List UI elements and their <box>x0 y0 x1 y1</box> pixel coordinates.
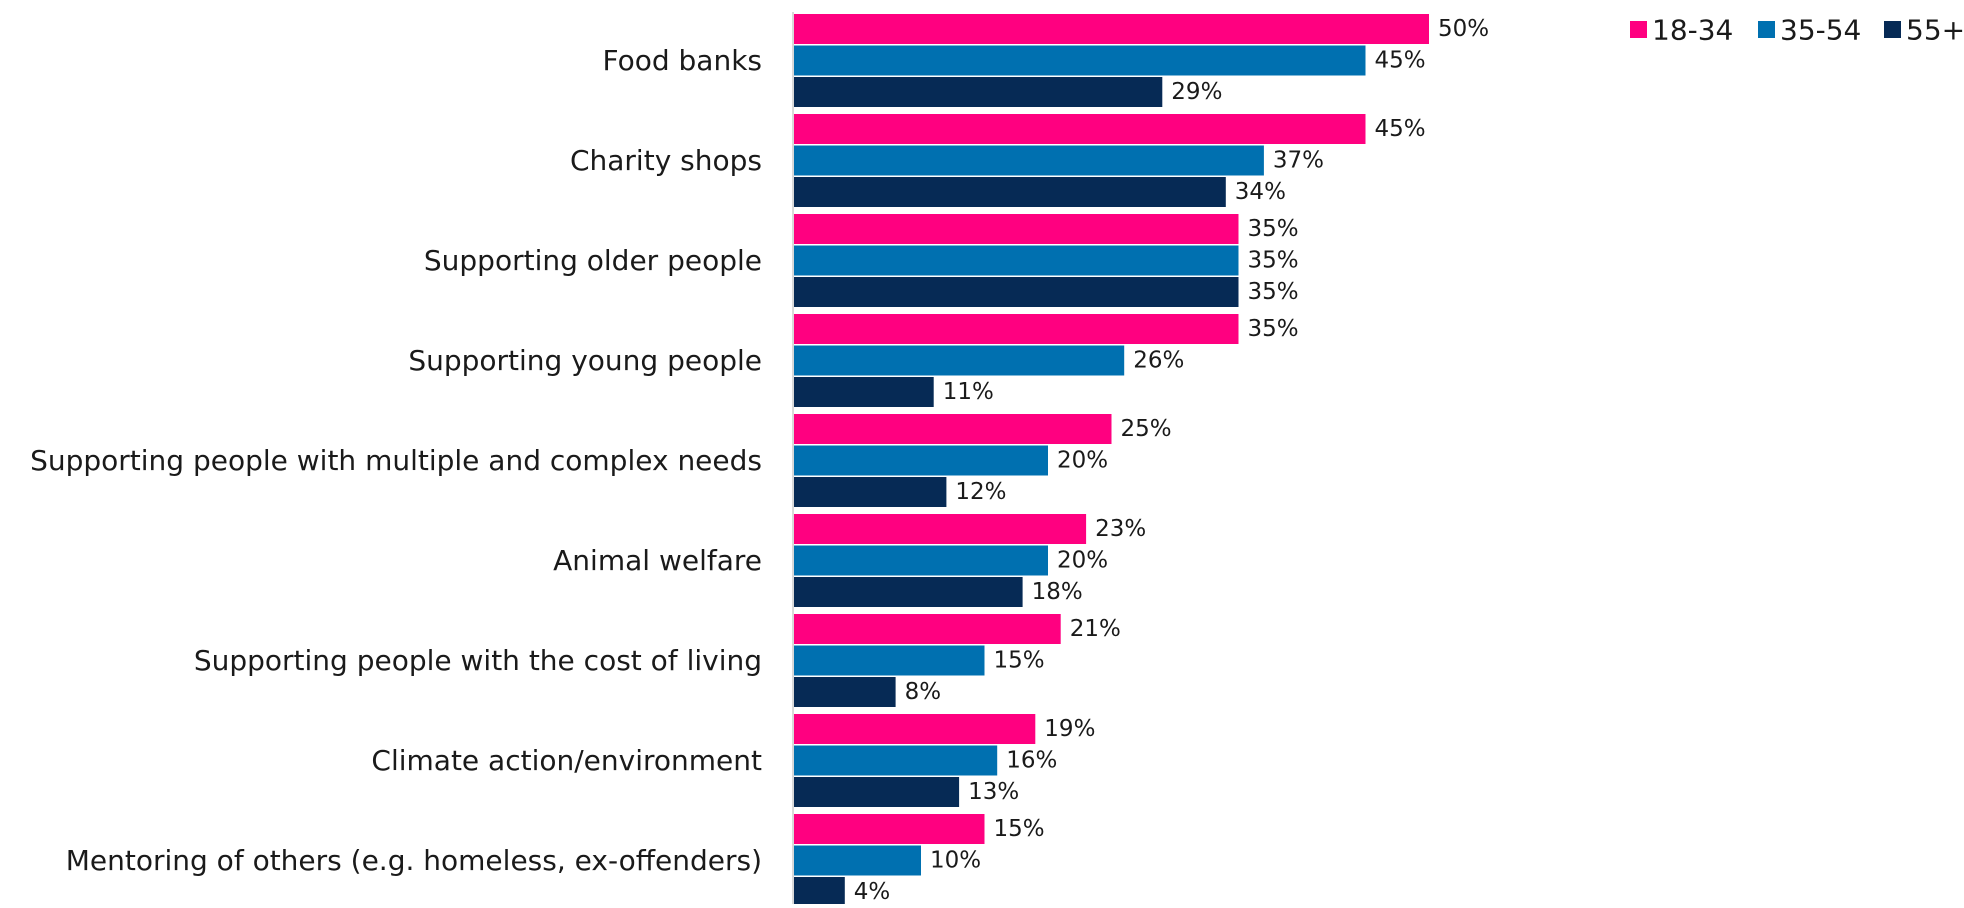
bar-55+ <box>794 77 1163 107</box>
data-label: 21% <box>1070 616 1121 642</box>
legend: 18-34 35-54 55+ <box>1630 14 1964 47</box>
data-label: 35% <box>1248 316 1299 342</box>
category-label: Supporting people with multiple and comp… <box>30 444 762 477</box>
data-label: 34% <box>1235 179 1286 205</box>
data-label: 37% <box>1273 148 1324 174</box>
bar-55+ <box>794 277 1239 307</box>
data-label: 11% <box>943 379 994 405</box>
bar-18-34 <box>794 314 1239 344</box>
data-label: 26% <box>1133 348 1184 374</box>
bar-55+ <box>794 377 934 407</box>
bar-35-54 <box>794 245 1239 276</box>
data-label: 23% <box>1095 516 1146 542</box>
bar-35-54 <box>794 745 998 776</box>
bar-18-34 <box>794 14 1429 44</box>
bar-18-34 <box>794 714 1036 744</box>
bar-35-54 <box>794 345 1125 376</box>
bar-35-54 <box>794 845 921 876</box>
data-label: 8% <box>905 679 942 705</box>
bar-55+ <box>794 577 1023 607</box>
category-label: Supporting young people <box>408 344 762 377</box>
data-label: 35% <box>1248 248 1299 274</box>
data-label: 35% <box>1248 279 1299 305</box>
data-label: 45% <box>1375 116 1426 142</box>
data-label: 29% <box>1171 79 1222 105</box>
data-label: 25% <box>1121 416 1172 442</box>
data-label: 35% <box>1248 216 1299 242</box>
bar-18-34 <box>794 814 985 844</box>
data-label: 4% <box>854 879 891 904</box>
category-labels: Food banks Charity shops Supporting older … <box>30 44 762 877</box>
category-label: Animal welfare <box>553 544 762 577</box>
legend-swatch <box>1758 21 1775 38</box>
data-label: 50% <box>1438 16 1489 42</box>
legend-swatch <box>1884 21 1901 38</box>
legend-label: 55+ <box>1906 14 1964 47</box>
bar-35-54 <box>794 545 1048 576</box>
bar-18-34 <box>794 514 1087 544</box>
data-label: 19% <box>1044 716 1095 742</box>
bar-35-54 <box>794 645 985 676</box>
category-label: Supporting people with the cost of livin… <box>194 644 762 677</box>
bar-35-54 <box>794 45 1366 76</box>
data-label: 20% <box>1057 448 1108 474</box>
bars <box>794 14 1429 907</box>
data-label: 20% <box>1057 548 1108 574</box>
bar-18-34 <box>794 614 1061 644</box>
data-label: 15% <box>994 816 1045 842</box>
data-label: 10% <box>930 848 981 874</box>
bar-55+ <box>794 677 896 707</box>
legend-swatch <box>1630 21 1647 38</box>
data-label: 18% <box>1032 579 1083 605</box>
data-label: 15% <box>994 648 1045 674</box>
bar-18-34 <box>794 214 1239 244</box>
bar-18-34 <box>794 114 1366 144</box>
category-label: Mentoring of others (e.g. homeless, ex-o… <box>66 844 762 877</box>
data-label: 12% <box>955 479 1006 505</box>
category-label: Supporting older people <box>424 244 762 277</box>
bar-55+ <box>794 477 947 507</box>
category-label: Charity shops <box>570 144 762 177</box>
bar-55+ <box>794 777 960 807</box>
category-label: Food banks <box>602 44 762 77</box>
bar-55+ <box>794 177 1226 207</box>
bar-55+ <box>794 877 845 907</box>
bar-18-34 <box>794 414 1112 444</box>
data-label: 16% <box>1006 748 1057 774</box>
value-labels: 50% 45% 29% 45% 37% 34% 35% 35% 35% 35% 26% 11% 25% 2… <box>854 16 1489 905</box>
category-label: Climate action/environment <box>371 744 762 777</box>
bar-35-54 <box>794 145 1264 176</box>
legend-label: 35-54 <box>1780 14 1861 47</box>
data-label: 45% <box>1375 48 1426 74</box>
data-label: 13% <box>968 779 1019 805</box>
bar-35-54 <box>794 445 1048 476</box>
legend-label: 18-34 <box>1652 14 1733 47</box>
